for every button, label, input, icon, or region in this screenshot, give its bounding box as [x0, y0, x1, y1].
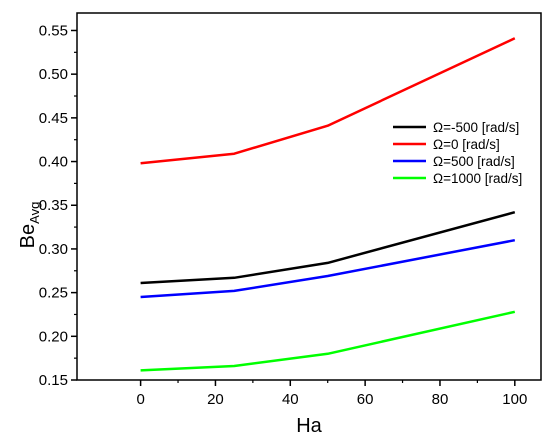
- legend-label: Ω=0 [rad/s]: [433, 137, 500, 152]
- y-axis-title: BeAvg: [17, 202, 42, 249]
- y-tick-label: 0.25: [39, 285, 68, 302]
- y-tick-label: 0.15: [39, 372, 68, 389]
- x-tick-label: 60: [357, 391, 374, 408]
- x-tick-label: 20: [207, 391, 224, 408]
- x-axis-ticks: 0 20 40 60 80 100: [136, 380, 527, 408]
- y-tick-label: 0.20: [39, 328, 68, 345]
- y-axis-title-subscript: Avg: [27, 202, 42, 224]
- x-tick-label: 40: [282, 391, 299, 408]
- series-line: [140, 310, 516, 372]
- legend: Ω=-500 [rad/s] Ω=0 [rad/s] Ω=500 [rad/s] Ω=…: [393, 120, 522, 186]
- y-axis-ticks: 0.15 0.20 0.25 0.30 0.35 0.40 0.45 0.50 0.55: [39, 22, 77, 389]
- series-line: [140, 210, 516, 285]
- y-tick-label: 0.55: [39, 22, 68, 39]
- x-tick-label: 0: [136, 391, 144, 408]
- y-tick-label: 0.30: [39, 241, 68, 258]
- series-layer: [140, 37, 516, 372]
- legend-label: Ω=500 [rad/s]: [433, 154, 515, 169]
- x-tick-label: 80: [432, 391, 449, 408]
- legend-label: Ω=-500 [rad/s]: [433, 120, 519, 135]
- y-axis-title-main: Be: [17, 224, 39, 248]
- plot-frame: [76, 12, 542, 381]
- x-axis-title: Ha: [296, 415, 322, 437]
- y-tick-label: 0.50: [39, 66, 68, 83]
- plot-area: [76, 12, 542, 381]
- y-tick-label: 0.45: [39, 110, 68, 127]
- series-line: [140, 238, 516, 299]
- x-tick-label: 100: [502, 391, 527, 408]
- y-tick-label: 0.35: [39, 197, 68, 214]
- y-tick-label: 0.40: [39, 154, 68, 171]
- legend-label: Ω=1000 [rad/s]: [433, 171, 522, 186]
- series-line: [140, 37, 516, 165]
